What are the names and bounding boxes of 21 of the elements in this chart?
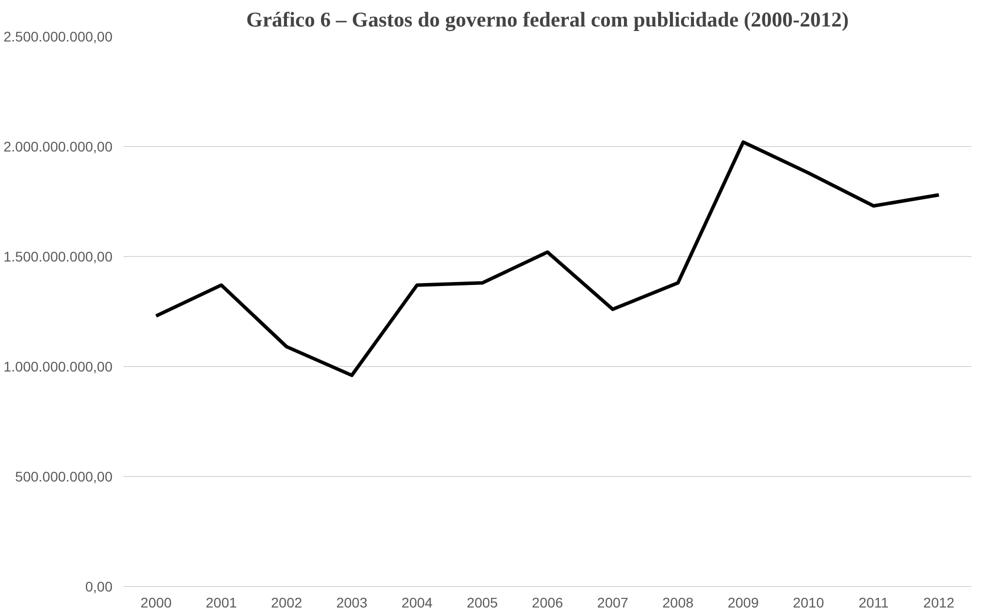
y-tick-label: 500.000.000,00: [15, 468, 113, 484]
chart-title: Gráfico 6 – Gastos do governo federal com publicidade (2000-2012): [246, 8, 849, 32]
x-tick-label: 2011: [858, 594, 889, 610]
x-tick-label: 2006: [532, 594, 564, 610]
x-tick-label: 2004: [401, 594, 433, 610]
x-tick-label: 2012: [923, 594, 955, 610]
y-tick-label: 1.000.000.000,00: [4, 358, 113, 374]
y-tick-label: 2.000.000.000,00: [4, 138, 113, 154]
x-tick-label: 2005: [466, 594, 498, 610]
x-tick-label: 2003: [336, 594, 368, 610]
x-tick-label: 2000: [140, 594, 172, 610]
x-tick-label: 2009: [728, 594, 759, 610]
x-tick-label: 2010: [792, 594, 824, 610]
x-tick-label: 2002: [271, 594, 302, 610]
line-series: [154, 140, 941, 378]
y-tick-label: 1.500.000.000,00: [4, 248, 113, 264]
x-tick-label: 2008: [662, 594, 694, 610]
y-tick-label: 2.500.000.000,00: [4, 28, 113, 44]
x-tick-label: 2007: [597, 594, 629, 610]
y-tick-label: 0,00: [85, 578, 113, 594]
x-tick-label: 2001: [206, 594, 238, 610]
